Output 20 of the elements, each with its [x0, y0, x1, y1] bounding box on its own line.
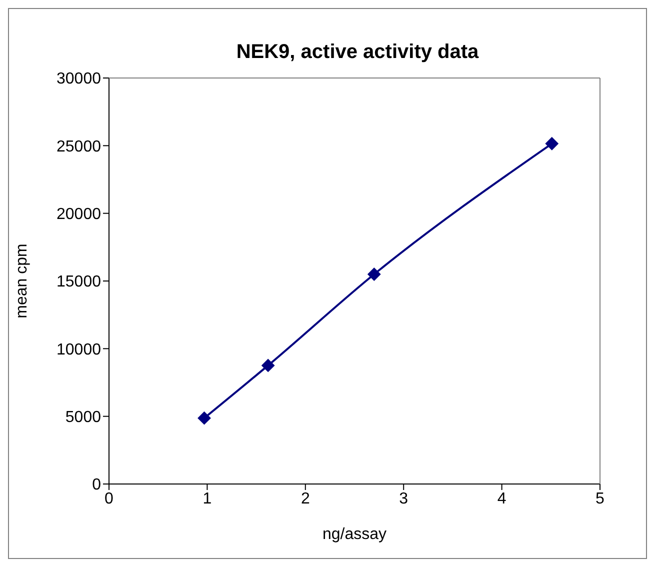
y-tick-label: 10000	[56, 341, 102, 358]
point	[262, 358, 275, 372]
y-axis-title: mean cpm	[14, 244, 31, 318]
y-tick-label: 0	[92, 476, 102, 494]
y-tick-label: 5000	[65, 409, 102, 426]
y-tick-label: 30000	[56, 70, 102, 88]
x-tick-label: 3	[399, 490, 408, 508]
point	[198, 412, 211, 425]
y-tick-label: 20000	[56, 206, 102, 224]
y-tick-label: 25000	[56, 138, 102, 156]
y-tick-label: 15000	[56, 274, 102, 291]
point	[545, 137, 558, 150]
x-tick-label: 1	[202, 490, 212, 508]
x-tick-label: 2	[300, 490, 310, 508]
x-axis-title: ng/assay	[322, 526, 387, 543]
x-tick-label: 0	[104, 490, 114, 508]
x-tick-label: 4	[497, 490, 506, 508]
chart-title: NEK9, active activity data	[235, 41, 480, 64]
x-tick-label: 5	[596, 490, 605, 508]
point	[368, 268, 381, 281]
